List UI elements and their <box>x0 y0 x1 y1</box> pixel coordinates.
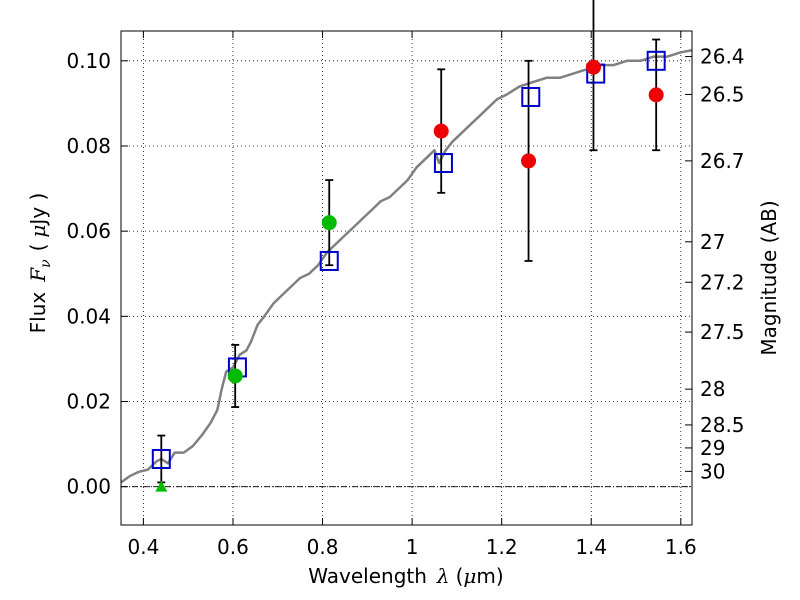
x-tick-label: 1.2 <box>486 535 518 559</box>
x-axis-unit-mu: μ <box>463 564 476 588</box>
x-axis-title-text: Wavelength <box>308 564 427 588</box>
y-axis-symbol: F <box>26 267 50 283</box>
y-axis-unit-open: ( <box>26 244 50 252</box>
tick-marks <box>121 31 692 525</box>
y-axis-unit-mu: μ <box>26 225 50 238</box>
x-tick-labels: 0.4 0.6 0.8 1 1.2 1.4 1.6 <box>127 535 696 559</box>
y-tick-labels: 0.00 0.02 0.04 0.06 0.08 0.10 <box>66 49 111 499</box>
plot-area <box>121 31 692 525</box>
observed-flux-circle <box>521 153 537 169</box>
y-axis-subscript: ν <box>38 259 54 268</box>
y-tick-label: 0.10 <box>66 49 111 73</box>
y2-tick-label: 26.4 <box>700 45 745 69</box>
model-photometry-square <box>521 87 541 108</box>
observed-flux-circle <box>227 368 243 384</box>
y-tick-label: 0.00 <box>66 475 111 499</box>
y2-tick-label: 27.5 <box>700 320 745 344</box>
observed-flux-circle <box>321 215 337 231</box>
observed-flux-circle <box>585 59 601 75</box>
y-axis-unit-rest: Jy ) <box>26 193 50 227</box>
x-axis-unit-rest: m) <box>476 564 503 588</box>
model-photometry-square <box>433 153 453 174</box>
observed-flux-circle <box>648 87 664 103</box>
marker-layer <box>151 0 666 492</box>
x-axis-title: Wavelength λ (μm) <box>308 564 503 588</box>
y-axis-title: Flux Fν ( μJy ) <box>26 193 54 334</box>
observed-flux-circle <box>433 123 449 139</box>
y-tick-label: 0.06 <box>66 219 111 243</box>
y2-axis-title: Magnitude (AB) <box>757 200 781 355</box>
model-photometry-square <box>151 448 171 469</box>
model-spectrum-line <box>121 48 692 484</box>
plot-frame <box>120 30 693 526</box>
y-axis-title-text: Flux <box>26 292 50 334</box>
y2-tick-label: 28.5 <box>700 413 745 437</box>
x-tick-label: 1.4 <box>575 535 607 559</box>
y2-tick-label: 26.7 <box>700 149 745 173</box>
y-tick-label: 0.02 <box>66 390 111 414</box>
y2-tick-label: 27 <box>700 230 725 254</box>
y-tick-label: 0.04 <box>66 304 111 328</box>
y2-tick-label: 30 <box>700 459 725 483</box>
x-axis-symbol: λ <box>436 564 450 588</box>
y-tick-label: 0.08 <box>66 134 111 158</box>
x-axis-unit-open: ( <box>456 564 464 588</box>
data-layer <box>121 48 692 484</box>
x-tick-label: 0.4 <box>127 535 159 559</box>
y2-tick-label: 29 <box>700 436 725 460</box>
x-tick-label: 0.6 <box>217 535 249 559</box>
x-tick-label: 0.8 <box>307 535 339 559</box>
y2-tick-label: 28 <box>700 377 725 401</box>
y2-tick-label: 26.5 <box>700 82 745 106</box>
model-photometry-square <box>319 250 339 271</box>
upper-limit-triangle <box>155 480 168 492</box>
y2-tick-label: 27.2 <box>700 270 745 294</box>
model-photometry-square <box>646 50 666 71</box>
x-tick-label: 1 <box>406 535 419 559</box>
x-tick-label: 1.6 <box>665 535 697 559</box>
